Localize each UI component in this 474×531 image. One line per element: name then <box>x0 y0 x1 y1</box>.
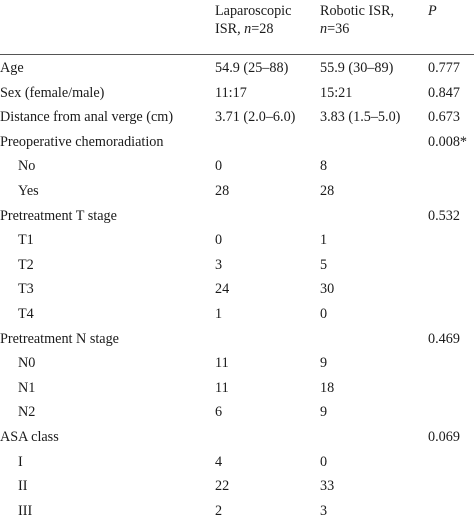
cell-laparoscopic: 11 <box>215 379 229 396</box>
table-row: II 22 33 <box>0 474 474 499</box>
row-label: I <box>18 453 23 470</box>
table-row: T1 0 1 <box>0 228 474 253</box>
row-label: Sex (female/male) <box>0 84 105 101</box>
table-row: Yes 28 28 <box>0 179 474 204</box>
cell-laparoscopic: 1 <box>215 306 223 322</box>
row-label: T1 <box>18 232 34 249</box>
cell-robotic: 55.9 (30–89) <box>320 60 394 76</box>
cell-robotic: 9 <box>320 355 328 372</box>
cell-p-value: 0.673 <box>428 109 460 126</box>
cell-laparoscopic: 28 <box>215 183 230 199</box>
table-row: Age 54.9 (25–88) 55.9 (30–89) 0.777 <box>0 56 474 81</box>
cell-laparoscopic: 11:17 <box>215 84 247 101</box>
table-row: No 0 8 <box>0 154 474 179</box>
table-row: T2 3 5 <box>0 253 474 278</box>
row-label: N0 <box>18 355 36 372</box>
header-lap-n-var: n <box>244 21 252 37</box>
row-label: T2 <box>18 256 34 273</box>
cell-laparoscopic: 11 <box>215 355 229 372</box>
row-label: Distance from anal verge (cm) <box>0 109 174 126</box>
cell-laparoscopic: 0 <box>215 158 223 175</box>
header-laparoscopic-line2: ISR, n=28 <box>215 20 291 38</box>
table-row: I 4 0 <box>0 450 474 475</box>
header-lap-n-val: =28 <box>251 21 274 37</box>
table-row: III 2 3 <box>0 499 474 524</box>
cell-laparoscopic: 22 <box>215 478 230 495</box>
cell-robotic: 28 <box>320 183 335 199</box>
cell-robotic: 9 <box>320 404 328 421</box>
cell-robotic: 0 <box>320 306 328 322</box>
header-p-value: P <box>428 3 437 19</box>
row-label: Age <box>0 60 24 76</box>
cell-laparoscopic: 6 <box>215 404 223 421</box>
table-row: N0 11 9 <box>0 351 474 376</box>
cell-laparoscopic: 4 <box>215 453 223 470</box>
header-lap-prefix: ISR, <box>215 21 245 37</box>
header-robotic-line1: Robotic ISR, <box>320 3 395 19</box>
row-label: Pretreatment N stage <box>0 330 119 347</box>
cell-robotic: 15:21 <box>320 84 353 101</box>
header-robotic: Robotic ISR, n=36 <box>320 2 394 38</box>
row-label: N1 <box>18 379 36 396</box>
cell-robotic: 0 <box>320 453 328 470</box>
row-label: Pretreatment T stage <box>0 207 117 224</box>
row-label: Preoperative chemoradiation <box>0 133 164 150</box>
header-rob-n-val: =36 <box>327 21 350 37</box>
cell-laparoscopic: 3 <box>215 256 223 273</box>
table-row: N2 6 9 <box>0 400 474 425</box>
cell-robotic: 1 <box>320 232 328 249</box>
table-row: Pretreatment N stage 0.469 <box>0 327 474 352</box>
row-label: T3 <box>18 281 34 298</box>
cell-p-value: 0.847 <box>428 84 460 101</box>
header-laparoscopic-line1: Laparoscopic <box>215 3 292 19</box>
table-row: T4 1 0 <box>0 302 474 327</box>
table-row: Preoperative chemoradiation 0.008* <box>0 130 474 155</box>
cell-laparoscopic: 54.9 (25–88) <box>215 60 289 76</box>
cell-laparoscopic: 0 <box>215 232 223 249</box>
table-row: Distance from anal verge (cm) 3.71 (2.0–6… <box>0 105 474 130</box>
table-row: ASA class 0.069 <box>0 425 474 450</box>
cell-robotic: 33 <box>320 478 335 495</box>
cell-robotic: 18 <box>320 379 335 396</box>
cell-p-value: 0.532 <box>428 207 460 224</box>
table-row: N1 11 18 <box>0 376 474 401</box>
row-label: No <box>18 158 36 175</box>
cell-laparoscopic: 24 <box>215 281 230 298</box>
cell-laparoscopic: 3.71 (2.0–6.0) <box>215 109 296 126</box>
cell-robotic: 30 <box>320 281 335 298</box>
row-label: T4 <box>18 306 34 322</box>
cell-p-value: 0.469 <box>428 330 460 347</box>
row-label: ASA class <box>0 429 59 445</box>
cell-laparoscopic: 2 <box>215 502 223 519</box>
header-robotic-line2: n=36 <box>320 20 394 38</box>
header-rob-n-var: n <box>320 21 328 37</box>
table-row: Pretreatment T stage 0.532 <box>0 204 474 229</box>
row-label: Yes <box>18 183 39 199</box>
row-label: N2 <box>18 404 36 421</box>
row-label: II <box>18 478 28 495</box>
table-row: T3 24 30 <box>0 277 474 302</box>
table-row: Sex (female/male) 11:17 15:21 0.847 <box>0 81 474 106</box>
table-header: Laparoscopic ISR, n=28 Robotic ISR, n=36… <box>0 0 474 55</box>
cell-p-value: 0.069 <box>428 429 460 445</box>
row-label: III <box>18 502 33 519</box>
header-laparoscopic: Laparoscopic ISR, n=28 <box>215 2 291 38</box>
cell-robotic: 3 <box>320 502 328 519</box>
cell-robotic: 5 <box>320 256 328 273</box>
cell-p-value: 0.008* <box>428 133 468 150</box>
cell-p-value: 0.777 <box>428 60 460 76</box>
cell-robotic: 8 <box>320 158 328 175</box>
cell-robotic: 3.83 (1.5–5.0) <box>320 109 401 126</box>
